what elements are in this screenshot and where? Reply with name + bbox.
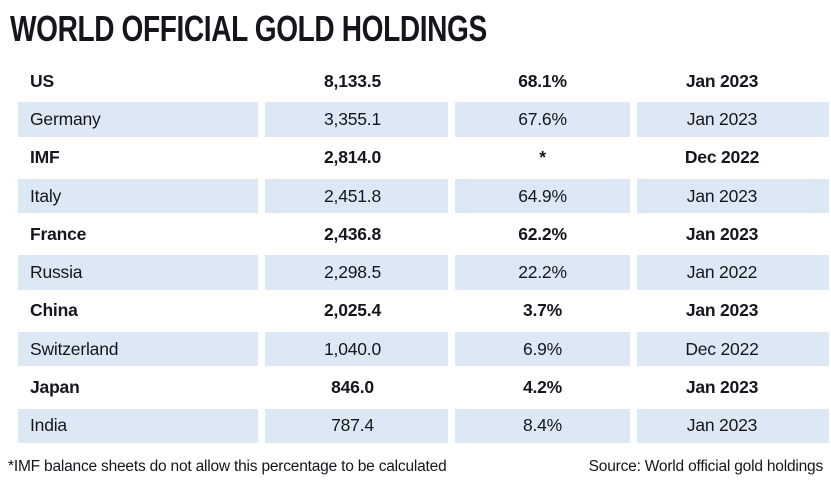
- table-row-imf: IMF 2,814.0 * Dec 2022: [18, 139, 829, 177]
- percent-cell: 6.9%: [455, 332, 630, 367]
- tonnes-cell: 787.4: [265, 408, 448, 443]
- tonnes-cell: 2,451.8: [265, 178, 448, 214]
- percent-cell: 62.2%: [518, 223, 567, 244]
- holder-cell: US: [30, 70, 54, 91]
- footer: *IMF balance sheets do not allow this pe…: [8, 458, 823, 476]
- date-cell: Dec 2022: [637, 332, 829, 367]
- percent-cell: 64.9%: [455, 178, 630, 214]
- date-cell: Jan 2023: [685, 223, 759, 244]
- date-cell: Jan 2023: [685, 70, 759, 91]
- holder-cell: France: [30, 223, 87, 244]
- tonnes-cell: 2,436.8: [324, 223, 381, 244]
- tonnes-cell: 3,355.1: [265, 102, 448, 137]
- percent-cell: 67.6%: [455, 102, 630, 137]
- date-cell: Jan 2023: [637, 102, 829, 137]
- holder-cell: Switzerland: [18, 332, 258, 367]
- tonnes-cell: 1,040.0: [265, 332, 448, 367]
- table-row-france: France 2,436.8 62.2% Jan 2023: [18, 215, 829, 253]
- date-cell: Dec 2022: [684, 147, 760, 168]
- date-cell: Jan 2022: [637, 255, 829, 290]
- table-row-us: US 8,133.5 68.1% Jan 2023: [18, 62, 829, 100]
- tonnes-cell: 846.0: [331, 377, 374, 398]
- holder-cell: Italy: [18, 178, 258, 214]
- table-row-china: China 2,025.4 3.7% Jan 2023: [18, 292, 829, 330]
- table-row-russia: Russia 2,298.5 22.2% Jan 2022: [18, 253, 829, 291]
- tonnes-cell: 2,814.0: [324, 147, 381, 168]
- table-row-japan: Japan 846.0 4.2% Jan 2023: [18, 368, 829, 406]
- holder-cell: Japan: [30, 377, 80, 398]
- percent-cell: 8.4%: [455, 408, 630, 443]
- date-cell: Jan 2023: [637, 178, 829, 214]
- table-row-germany: Germany 3,355.1 67.6% Jan 2023: [18, 100, 829, 138]
- percent-cell: 68.1%: [518, 70, 567, 91]
- holder-cell: Germany: [18, 102, 258, 137]
- source-credit: Source: World official gold holdings: [588, 458, 824, 475]
- table-row-switzerland: Switzerland 1,040.0 6.9% Dec 2022: [18, 330, 829, 368]
- tonnes-cell: 2,298.5: [265, 255, 448, 290]
- percent-cell: 3.7%: [522, 300, 563, 321]
- date-cell: Jan 2023: [637, 408, 829, 443]
- holder-cell: India: [18, 408, 258, 443]
- date-cell: Jan 2023: [685, 377, 759, 398]
- holdings-table-body: US 8,133.5 68.1% Jan 2023 Germany 3,355.…: [18, 62, 829, 445]
- tonnes-cell: 8,133.5: [324, 70, 381, 91]
- percent-cell: 4.2%: [522, 377, 563, 398]
- holder-cell: IMF: [30, 147, 60, 168]
- table-row-italy: Italy 2,451.8 64.9% Jan 2023: [18, 177, 829, 215]
- holder-cell: China: [30, 300, 78, 321]
- holdings-table: US 8,133.5 68.1% Jan 2023 Germany 3,355.…: [18, 62, 829, 445]
- table-row-india: India 787.4 8.4% Jan 2023: [18, 407, 829, 445]
- holder-cell: Russia: [18, 255, 258, 290]
- date-cell: Jan 2023: [685, 300, 759, 321]
- percent-cell: 22.2%: [455, 255, 630, 290]
- percent-cell: *: [539, 147, 546, 168]
- page-title: WORLD OFFICIAL GOLD HOLDINGS: [10, 8, 487, 49]
- footnote: *IMF balance sheets do not allow this pe…: [8, 458, 447, 475]
- tonnes-cell: 2,025.4: [324, 300, 381, 321]
